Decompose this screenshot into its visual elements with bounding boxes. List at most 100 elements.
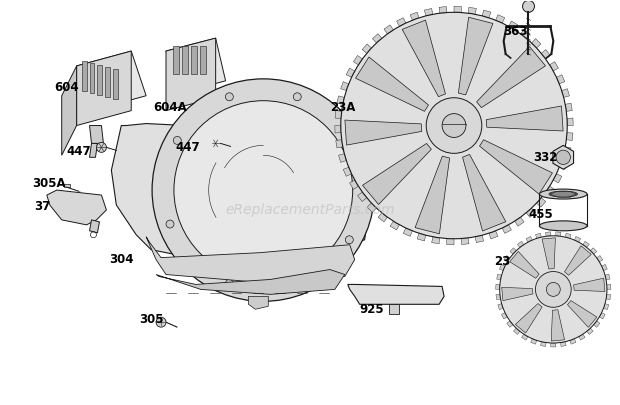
- Polygon shape: [97, 65, 102, 95]
- Polygon shape: [439, 6, 447, 13]
- Polygon shape: [463, 154, 506, 231]
- Circle shape: [536, 271, 571, 307]
- Circle shape: [345, 236, 353, 244]
- Polygon shape: [113, 69, 118, 99]
- Circle shape: [293, 93, 301, 101]
- Polygon shape: [564, 147, 571, 155]
- Polygon shape: [578, 334, 585, 340]
- Polygon shape: [565, 233, 571, 239]
- Polygon shape: [562, 89, 569, 97]
- Polygon shape: [507, 321, 513, 327]
- Polygon shape: [596, 256, 603, 262]
- Polygon shape: [549, 62, 559, 71]
- Polygon shape: [502, 225, 512, 233]
- Circle shape: [211, 139, 221, 148]
- Polygon shape: [546, 186, 555, 196]
- Polygon shape: [166, 38, 226, 94]
- Circle shape: [341, 12, 567, 239]
- Polygon shape: [373, 34, 382, 43]
- Polygon shape: [606, 294, 611, 300]
- Polygon shape: [536, 198, 546, 207]
- Polygon shape: [559, 160, 567, 169]
- Circle shape: [97, 143, 107, 152]
- Polygon shape: [607, 284, 611, 290]
- Text: 305A: 305A: [32, 177, 66, 190]
- Text: 604A: 604A: [153, 101, 187, 114]
- Polygon shape: [173, 46, 179, 74]
- Polygon shape: [468, 7, 476, 14]
- Polygon shape: [497, 274, 502, 280]
- Polygon shape: [583, 241, 589, 247]
- Polygon shape: [458, 17, 493, 95]
- Polygon shape: [601, 264, 607, 271]
- Polygon shape: [335, 126, 341, 133]
- Circle shape: [426, 98, 482, 153]
- Polygon shape: [182, 46, 188, 74]
- Text: 304: 304: [109, 253, 134, 266]
- Text: 925: 925: [360, 303, 384, 316]
- Polygon shape: [337, 96, 344, 104]
- Polygon shape: [590, 248, 596, 254]
- Circle shape: [178, 108, 353, 282]
- Ellipse shape: [539, 189, 587, 199]
- Polygon shape: [335, 111, 342, 118]
- Text: 37: 37: [34, 200, 50, 213]
- Polygon shape: [362, 44, 371, 53]
- Polygon shape: [513, 328, 520, 335]
- Text: 23: 23: [494, 255, 510, 268]
- Polygon shape: [489, 231, 498, 239]
- Polygon shape: [567, 301, 597, 327]
- Polygon shape: [502, 313, 507, 319]
- Polygon shape: [345, 120, 422, 145]
- Polygon shape: [566, 133, 573, 141]
- Text: 332: 332: [533, 151, 558, 164]
- Circle shape: [546, 282, 560, 296]
- Polygon shape: [477, 47, 546, 108]
- Polygon shape: [536, 233, 541, 239]
- Polygon shape: [551, 310, 565, 341]
- Polygon shape: [389, 304, 399, 314]
- Text: 363: 363: [503, 25, 528, 38]
- Polygon shape: [343, 167, 352, 176]
- Polygon shape: [504, 256, 510, 262]
- Text: 23A: 23A: [330, 101, 355, 114]
- Circle shape: [171, 101, 360, 290]
- Polygon shape: [560, 342, 566, 347]
- Polygon shape: [495, 15, 505, 23]
- Polygon shape: [410, 12, 419, 20]
- Polygon shape: [498, 304, 503, 310]
- Text: eReplacementParts.com: eReplacementParts.com: [225, 203, 395, 217]
- Polygon shape: [64, 184, 69, 187]
- Polygon shape: [461, 238, 469, 245]
- Polygon shape: [432, 237, 440, 244]
- Polygon shape: [348, 284, 444, 304]
- Polygon shape: [531, 38, 541, 48]
- Polygon shape: [184, 111, 199, 128]
- Polygon shape: [415, 156, 450, 234]
- Polygon shape: [424, 9, 433, 16]
- Polygon shape: [542, 238, 556, 269]
- Polygon shape: [340, 82, 348, 91]
- Circle shape: [500, 236, 607, 343]
- Circle shape: [174, 101, 353, 279]
- Polygon shape: [541, 342, 546, 347]
- Polygon shape: [105, 67, 110, 97]
- Polygon shape: [339, 153, 347, 162]
- Circle shape: [226, 93, 233, 101]
- Polygon shape: [62, 66, 77, 156]
- Polygon shape: [82, 61, 87, 91]
- Circle shape: [174, 136, 181, 145]
- Polygon shape: [166, 38, 216, 111]
- Polygon shape: [417, 233, 426, 241]
- Polygon shape: [475, 235, 484, 243]
- Text: 455: 455: [528, 209, 553, 222]
- Polygon shape: [89, 126, 104, 143]
- Polygon shape: [502, 287, 533, 301]
- Polygon shape: [518, 241, 524, 247]
- Polygon shape: [89, 143, 97, 157]
- Circle shape: [345, 136, 353, 145]
- Circle shape: [523, 0, 534, 12]
- Polygon shape: [363, 143, 432, 205]
- Polygon shape: [336, 140, 343, 148]
- Polygon shape: [249, 296, 268, 309]
